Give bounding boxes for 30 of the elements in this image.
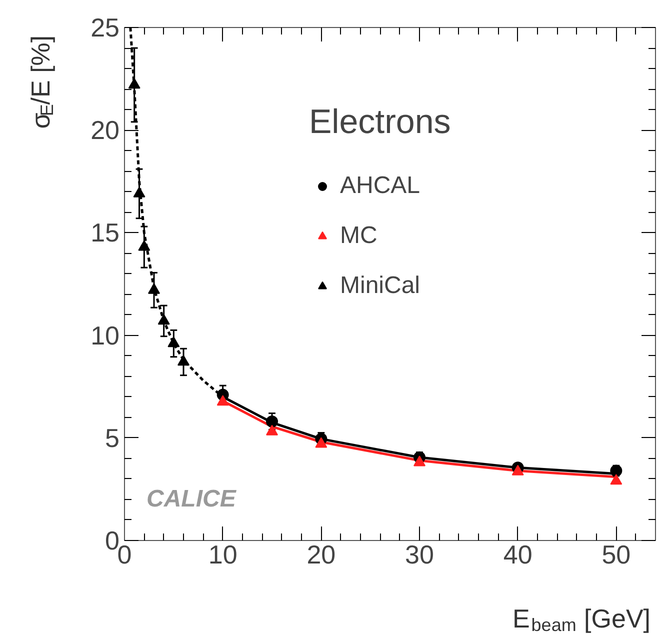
x-tick-label: 40 xyxy=(503,540,532,570)
point xyxy=(133,186,146,198)
x-tick-label: 20 xyxy=(306,540,336,570)
point xyxy=(168,336,180,348)
x-tick-label: 30 xyxy=(405,540,434,570)
point xyxy=(158,314,170,325)
point xyxy=(266,415,278,428)
legend-title: Electrons xyxy=(309,103,451,142)
x-tick-label: 50 xyxy=(602,540,631,570)
point xyxy=(138,240,150,251)
point xyxy=(178,355,190,366)
y-tick-label: 10 xyxy=(90,320,120,350)
y-tick-label: 15 xyxy=(90,218,120,248)
y-axis-title: σE/E [%] xyxy=(26,35,57,129)
point xyxy=(315,437,328,448)
point xyxy=(512,464,524,476)
point xyxy=(148,283,160,294)
x-tick-label: 10 xyxy=(208,540,238,570)
point xyxy=(266,424,278,436)
legend-label: MC xyxy=(340,222,378,250)
point xyxy=(414,456,426,466)
legend-label: MiniCal xyxy=(340,272,420,300)
y-tick-label: 25 xyxy=(90,12,120,42)
point xyxy=(216,395,229,406)
y-tick-label: 20 xyxy=(90,115,120,146)
point xyxy=(128,78,140,89)
annotation: CALICE xyxy=(146,486,237,512)
point xyxy=(610,474,622,485)
legend-label: AHCAL xyxy=(340,172,420,200)
y-tick-label: 5 xyxy=(105,422,120,453)
